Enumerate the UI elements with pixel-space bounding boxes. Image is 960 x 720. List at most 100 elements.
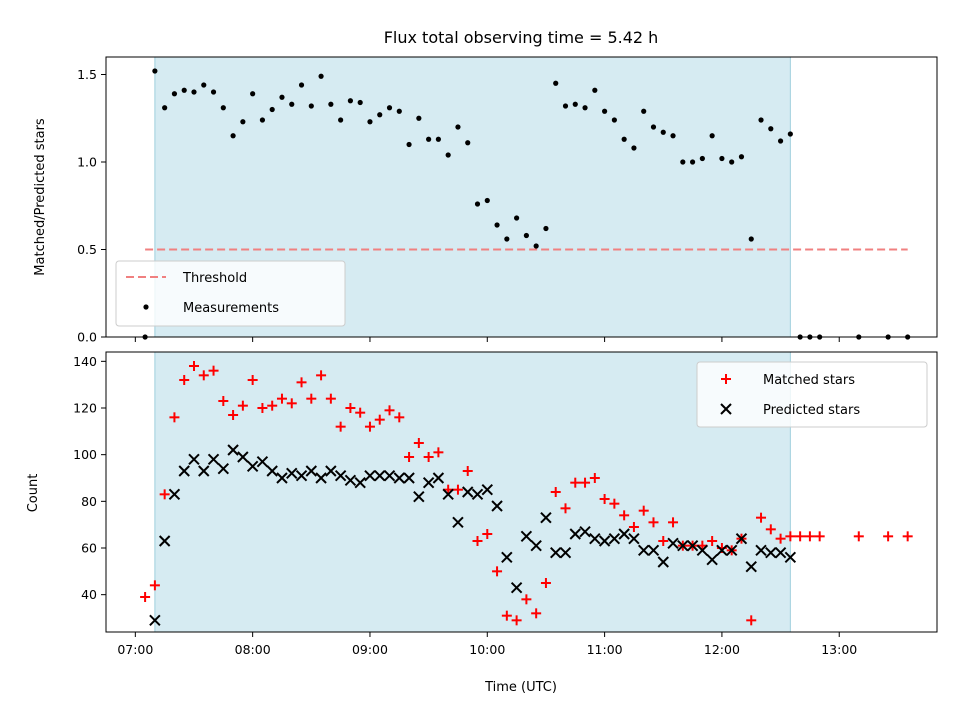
predicted-star-point: [256, 455, 269, 468]
measurement-point: [660, 129, 666, 135]
measurement-point: [670, 133, 676, 139]
top-panel: 0.0 0.5 1.0 1.5 Matched/Predicted stars Thr…: [33, 56, 938, 345]
measurement-point: [250, 91, 256, 97]
matched-star-point: [472, 536, 483, 546]
matched-star-point: [198, 370, 209, 381]
matched-star-point: [765, 524, 776, 535]
measurement-point: [181, 87, 187, 93]
predicted-star-point: [305, 465, 318, 477]
predicted-star-point: [510, 581, 523, 594]
predicted-star-point: [422, 476, 435, 489]
matched-star-point: [247, 375, 258, 385]
measurement-point: [269, 106, 275, 113]
top-y-tick-label: 1.5: [77, 67, 97, 82]
matched-star-point: [257, 403, 268, 413]
matched-star-point: [883, 531, 894, 542]
matched-star-point: [149, 580, 160, 591]
x-tick-label: 07:00: [117, 642, 153, 657]
matched-star-point: [501, 610, 512, 621]
predicted-star-point: [246, 460, 259, 473]
predicted-star-point: [598, 535, 611, 547]
bottom-y-tick-label: 60: [81, 541, 97, 556]
matched-star-point: [169, 412, 180, 423]
x-tick-label: 10:00: [469, 642, 505, 657]
legend-measurement-swatch: [143, 304, 149, 310]
measurement-point: [484, 197, 490, 204]
matched-star-point: [550, 487, 561, 497]
measurement-point: [445, 152, 451, 158]
matched-star-point: [140, 592, 151, 602]
matched-star-point: [345, 403, 356, 413]
predicted-star-point: [716, 544, 728, 557]
matched-star-point: [218, 396, 229, 406]
matched-star-point: [570, 477, 581, 488]
measurement-point: [171, 91, 178, 97]
measurement-point: [386, 105, 393, 111]
predicted-star-point: [149, 614, 161, 627]
measurement-point: [406, 141, 412, 148]
measurement-point: [572, 101, 578, 107]
matched-star-point: [482, 529, 493, 539]
measurement-point: [289, 101, 295, 107]
measurement-point: [465, 140, 471, 146]
predicted-star-point: [735, 532, 748, 545]
matched-star-point: [423, 452, 434, 462]
bottom-panel: 40 60 80 100 120 140 07:00 08:00 09:00 10:00 11:0…: [26, 351, 938, 695]
bottom-y-axis-label: Count: [26, 474, 41, 513]
predicted-star-point: [550, 546, 562, 559]
measurement-point: [396, 108, 402, 114]
measurement-point: [719, 155, 725, 162]
legend-measurement-label: Measurements: [183, 301, 279, 316]
measurement-point: [318, 73, 324, 79]
matched-star-point: [492, 566, 503, 577]
measurement-point: [367, 119, 373, 125]
measurement-point: [152, 68, 158, 74]
predicted-star-point: [403, 472, 415, 484]
matched-star-point: [404, 452, 415, 462]
measurement-point: [641, 108, 647, 114]
matched-star-point: [364, 421, 375, 432]
matched-star-point: [208, 365, 219, 376]
top-y-ticks: 0.0 0.5 1.0 1.5: [77, 67, 106, 345]
measurement-point: [298, 82, 305, 88]
top-y-tick-label: 1.0: [77, 155, 97, 170]
measurement-point: [621, 136, 627, 142]
measurement-point: [611, 117, 617, 123]
top-y-tick-label: 0.0: [77, 330, 97, 345]
bottom-axes-frame: [105, 351, 938, 633]
matched-star-point: [540, 578, 551, 588]
predicted-stars-points: [149, 444, 797, 627]
predicted-star-point: [706, 553, 718, 566]
measurement-point: [523, 232, 529, 239]
matched-star-point: [775, 533, 786, 544]
predicted-star-point: [579, 525, 591, 538]
matched-star-point: [335, 421, 346, 432]
measurement-point: [435, 136, 441, 142]
matched-star-point: [521, 594, 532, 605]
measurement-point: [699, 155, 705, 162]
bottom-y-tick-label: 80: [81, 494, 97, 509]
predicted-star-point: [217, 462, 230, 475]
matched-stars-points: [140, 361, 913, 626]
predicted-star-point: [471, 488, 484, 501]
predicted-star-point: [315, 472, 327, 484]
legend-matched-swatch: [721, 374, 731, 384]
predicted-star-point: [520, 530, 533, 543]
legend-threshold-label: Threshold: [182, 271, 247, 286]
predicted-star-point: [501, 551, 513, 564]
matched-star-point: [853, 531, 864, 542]
legend-predicted-swatch: [720, 403, 732, 415]
predicted-star-point: [442, 488, 454, 501]
predicted-star-point: [393, 472, 406, 484]
top-axes-frame: [105, 56, 938, 338]
legend-predicted-label: Predicted stars: [763, 403, 860, 418]
bottom-y-tick-label: 120: [73, 401, 97, 416]
predicted-star-point: [334, 469, 347, 482]
measurement-point: [680, 159, 686, 165]
bottom-y-tick-label: 140: [73, 354, 97, 369]
top-y-tick-label: 0.5: [77, 242, 97, 257]
matched-star-point: [433, 447, 444, 458]
predicted-star-point: [364, 469, 376, 482]
measurement-point: [279, 94, 285, 100]
predicted-star-point: [725, 544, 738, 557]
